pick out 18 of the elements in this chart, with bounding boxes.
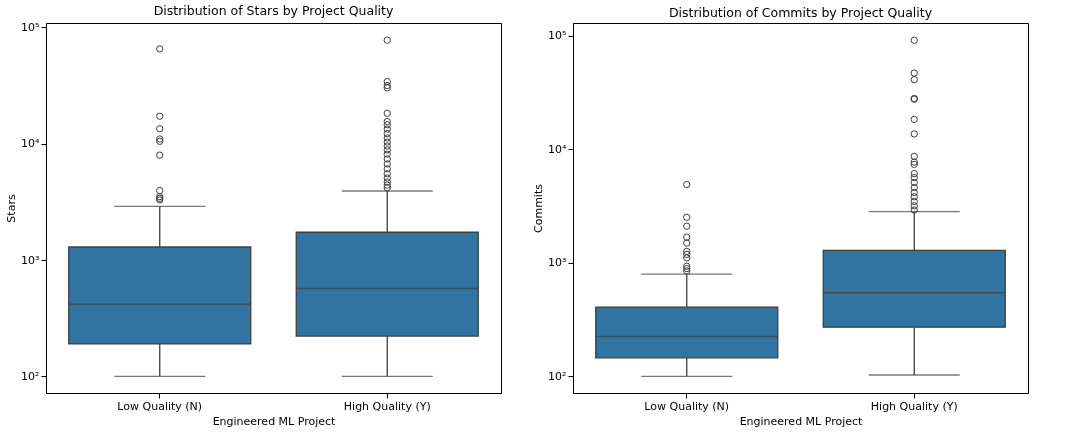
y-axis-title: Commits (532, 183, 546, 233)
y-tick-label: 10² (21, 369, 40, 383)
x-axis-title: Engineered ML Project (212, 414, 337, 428)
x-tick-label: Low Quality (N) (117, 399, 203, 413)
y-tick-label: 10⁵ (21, 20, 40, 34)
x-tick-label: High Quality (Y) (343, 399, 431, 413)
chart-title: Distribution of Commits by Project Quality (668, 4, 933, 20)
y-axis-title: Stars (5, 194, 19, 223)
y-tick-label: 10⁵ (548, 29, 567, 43)
y-tick-label: 10³ (548, 256, 567, 270)
x-tick-label: Low Quality (N) (644, 399, 730, 413)
y-tick-label: 10³ (21, 253, 40, 267)
y-tick-label: 10⁴ (548, 142, 568, 156)
chart-title: Distribution of Stars by Project Quality (153, 2, 394, 18)
y-tick-label: 10⁴ (21, 137, 41, 151)
x-tick-label: High Quality (Y) (870, 399, 958, 413)
x-axis-title: Engineered ML Project (739, 414, 864, 428)
y-tick-label: 10² (548, 369, 567, 383)
